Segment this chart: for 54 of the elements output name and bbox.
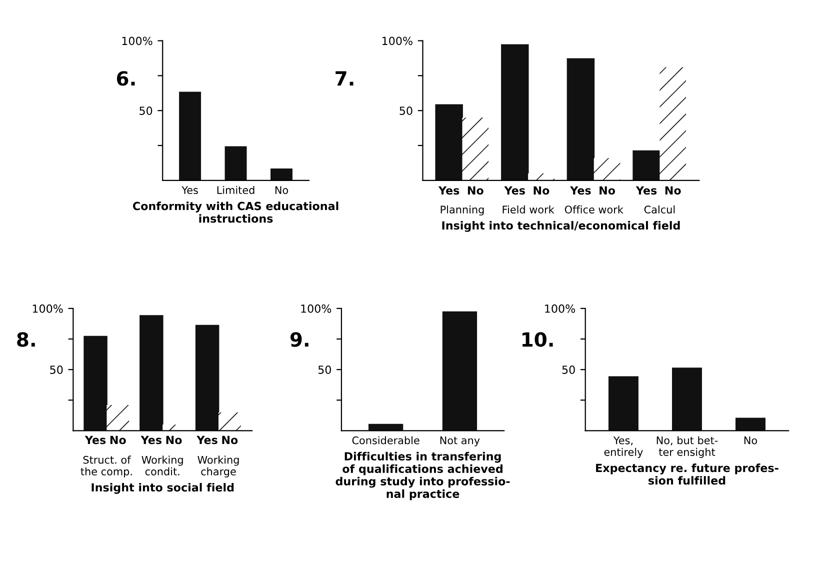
bar	[218, 412, 241, 431]
bar	[608, 376, 638, 431]
bar	[140, 315, 164, 431]
y-tick-label: 100%	[301, 304, 332, 313]
x-tick-label: Working condit.	[142, 456, 183, 476]
x-tick-label: Limited	[217, 186, 254, 194]
bar	[84, 336, 108, 431]
x-tick-label: Working charge	[198, 456, 239, 478]
y-tick-label: 100%	[545, 304, 576, 313]
bar	[462, 118, 489, 180]
text: 6.	[116, 71, 135, 86]
x-tick-label: Considerable	[352, 436, 420, 444]
x-axis-title: Difficulties in transfering of qualifications achieved during study into professio- nal practice	[336, 452, 510, 500]
text: 8.	[17, 332, 35, 347]
x-tick-label: Field work	[502, 205, 554, 214]
bar	[566, 58, 595, 180]
x-tick-label: Yes, entirely	[604, 436, 643, 458]
bar	[672, 368, 702, 431]
y-tick-label: 50	[400, 106, 412, 115]
bar	[195, 324, 220, 431]
y-tick-label: 50	[140, 106, 152, 115]
bar	[106, 405, 130, 431]
text: 10.	[522, 332, 553, 347]
x-tick-label: Yes	[182, 186, 198, 194]
y-tick-label: 50	[318, 366, 331, 374]
x-tick-label: Struct. of the comp.	[80, 456, 132, 478]
x-tick-label: Calcul	[644, 205, 675, 214]
y-tick-label: 50	[50, 366, 63, 374]
y-tick-label: 100%	[382, 36, 412, 46]
x-axis-title: Insight into technical/economical field	[442, 221, 680, 232]
x-axis-title: Conformity with CAS educational instructions	[132, 202, 338, 223]
y-tick-label: 100%	[32, 304, 63, 313]
bar	[660, 67, 686, 180]
bar	[179, 92, 202, 180]
bar	[736, 418, 766, 431]
x-tick-label: No	[275, 186, 288, 194]
bar	[435, 104, 463, 180]
bar	[224, 146, 247, 180]
bar	[528, 173, 554, 180]
text: 9.	[290, 332, 308, 347]
x-tick-label: Not any	[440, 436, 480, 446]
x-axis-title: Expectancy re. future profes- sion fulfilled	[596, 464, 778, 485]
y-tick-label: 50	[562, 366, 575, 374]
x-tick-label: No	[744, 436, 758, 444]
x-tick-label: No, but bet- ter ensight	[656, 436, 718, 458]
bar	[501, 44, 529, 180]
bar	[594, 158, 620, 180]
text: 7.	[336, 71, 354, 86]
bar	[270, 168, 292, 180]
bar	[632, 150, 660, 180]
y-tick-label: 100%	[122, 36, 152, 46]
x-tick-label: Office work	[564, 205, 624, 214]
x-tick-label: Planning	[440, 205, 484, 216]
x-axis-title: Insight into social field	[92, 482, 234, 494]
